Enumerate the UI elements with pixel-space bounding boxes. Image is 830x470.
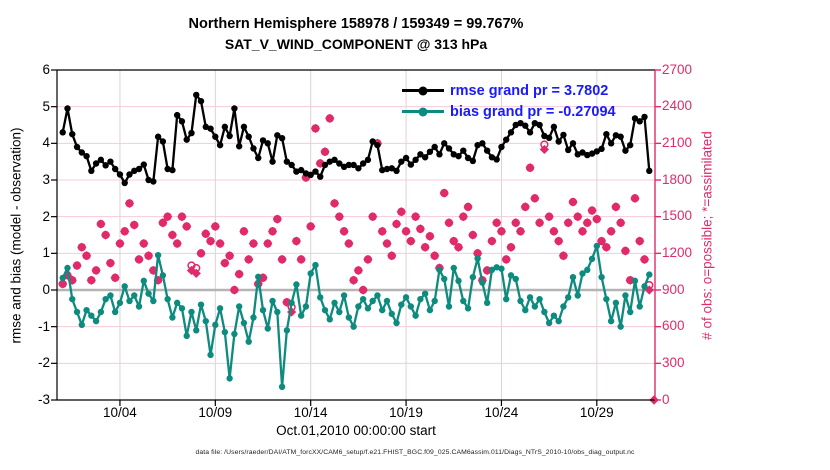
y-right-tick-label: 1500 [662, 208, 693, 224]
y-right-tick-label: 900 [662, 281, 685, 297]
legend-row-rmse: rmse grand pr = 3.7802 [402, 80, 616, 101]
x-tick-label: 10/29 [579, 405, 614, 420]
chart-title: Northern Hemisphere 158978 / 159349 = 99… [57, 14, 655, 54]
legend: rmse grand pr = 3.7802 bias grand pr = -… [402, 80, 616, 122]
x-tick-label: 10/04 [103, 405, 137, 420]
title-line-2: SAT_V_WIND_COMPONENT @ 313 hPa [224, 36, 488, 52]
footer-text: data file: /Users/raeder/DAI/ATM_forcXX/… [195, 449, 635, 456]
y-right-tick-label: 600 [662, 318, 685, 334]
y-left-tick-label: 4 [42, 135, 50, 151]
x-tick-label: 10/14 [293, 405, 328, 420]
y-right-tick-label: 300 [662, 354, 685, 370]
y-axis-label-right: # of obs: o=possible; *=assimilated [699, 131, 715, 340]
y-left-tick-label: 0 [42, 282, 50, 297]
x-tick-label: 10/19 [389, 405, 423, 420]
bias-line-swatch [402, 107, 444, 116]
y-right-tick-label: 1800 [662, 171, 693, 187]
rmse-line-swatch [402, 86, 444, 95]
y-left-tick-label: 1 [42, 245, 50, 261]
y-left-tick-label: -3 [37, 392, 50, 407]
y-axis-label-left: rmse and bias (model - observation) [8, 127, 24, 344]
y-right-tick-label: 0 [662, 391, 670, 407]
legend-row-bias: bias grand pr = -0.27094 [402, 101, 616, 122]
x-tick-label: 10/09 [198, 405, 233, 420]
title-line-1: Northern Hemisphere 158978 / 159349 = 99… [188, 16, 524, 32]
y-left-tick-label: -1 [37, 318, 50, 334]
y-left-tick-label: 5 [42, 98, 50, 114]
legend-label-rmse: rmse grand pr = 3.7802 [450, 82, 609, 99]
y-right-tick-label: 2700 [662, 61, 693, 77]
y-left-tick-label: 2 [42, 208, 50, 224]
y-right-tick-label: 1200 [662, 244, 693, 260]
x-axis-label: Oct.01,2010 00:00:00 start [276, 423, 436, 438]
y-left-tick-label: 3 [42, 172, 50, 187]
legend-label-bias: bias grand pr = -0.27094 [450, 103, 616, 120]
y-left-tick-label: -2 [37, 355, 50, 371]
y-right-tick-label: 2400 [662, 98, 693, 114]
x-tick-label: 10/24 [484, 405, 519, 420]
y-right-tick-label: 2100 [662, 134, 693, 150]
y-left-tick-label: 6 [42, 62, 50, 77]
